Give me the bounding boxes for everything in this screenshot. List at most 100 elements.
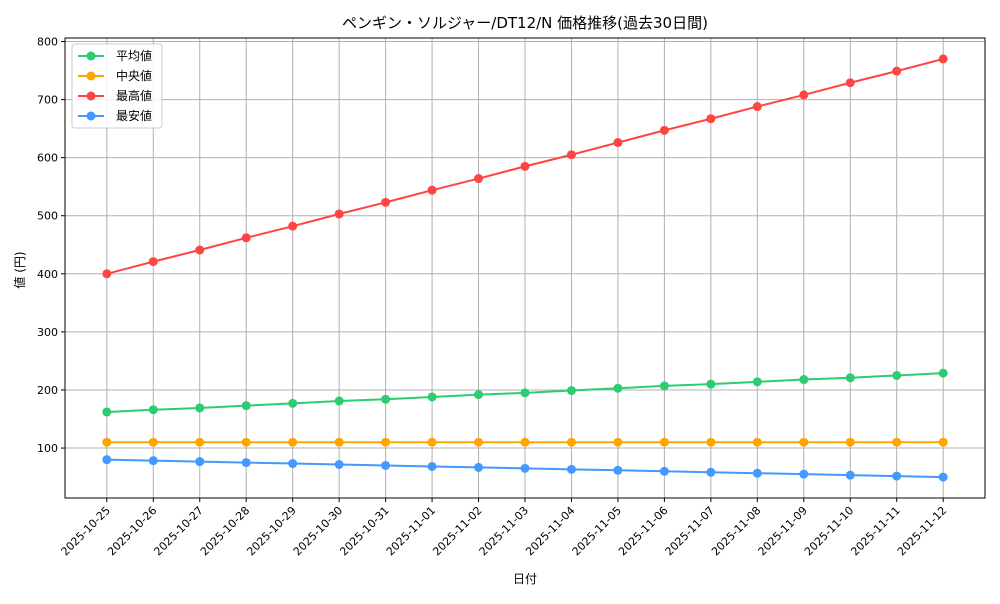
data-point [938, 472, 948, 482]
data-point [474, 437, 484, 447]
data-point [566, 437, 576, 447]
data-point [474, 174, 484, 184]
data-point [241, 437, 251, 447]
data-point [613, 383, 623, 393]
data-point [566, 150, 576, 160]
data-point [613, 138, 623, 148]
data-point [520, 463, 530, 473]
x-tick-label: 2025-11-12 [895, 504, 949, 558]
y-tick-label: 500 [37, 210, 58, 223]
legend-marker [86, 51, 96, 61]
data-point [613, 465, 623, 475]
legend-marker [86, 71, 96, 81]
data-point [288, 398, 298, 408]
data-point [799, 437, 809, 447]
data-point [102, 407, 112, 417]
y-axis-label: 値 (円) [12, 251, 27, 288]
data-point [752, 102, 762, 112]
data-point [427, 461, 437, 471]
data-point [659, 125, 669, 135]
data-point [241, 458, 251, 468]
data-point [381, 460, 391, 470]
data-point [892, 66, 902, 76]
data-point [427, 437, 437, 447]
data-point [148, 405, 158, 415]
data-point [427, 185, 437, 195]
y-tick-label: 300 [37, 326, 58, 339]
data-point [752, 377, 762, 387]
y-tick-label: 700 [37, 94, 58, 107]
data-point [706, 114, 716, 124]
data-point [288, 459, 298, 469]
data-point [334, 396, 344, 406]
legend-box [71, 43, 163, 129]
data-point [148, 437, 158, 447]
y-tick-label: 800 [37, 35, 58, 48]
chart-title: ペンギン・ソルジャー/DT12/N 価格推移(過去30日間) [342, 14, 708, 32]
y-tick-label: 200 [37, 384, 58, 397]
data-point [334, 459, 344, 469]
grid [65, 38, 985, 498]
data-point [845, 373, 855, 383]
data-point [892, 437, 902, 447]
x-axis-label: 日付 [513, 572, 537, 586]
y-tick-label: 600 [37, 152, 58, 165]
data-point [474, 462, 484, 472]
data-point [845, 78, 855, 88]
data-point [520, 388, 530, 398]
data-point [845, 470, 855, 480]
data-point [659, 437, 669, 447]
data-point [892, 471, 902, 481]
data-point [148, 456, 158, 466]
y-tick-label: 400 [37, 268, 58, 281]
data-point [195, 245, 205, 255]
data-point [566, 386, 576, 396]
data-point [288, 437, 298, 447]
ticks: 2025-10-252025-10-262025-10-272025-10-28… [37, 35, 949, 558]
data-point [334, 209, 344, 219]
data-point [334, 437, 344, 447]
legend-label: 最安値 [116, 108, 152, 123]
data-point [195, 403, 205, 413]
data-point [566, 464, 576, 474]
legend-label: 平均値 [116, 48, 152, 63]
data-point [381, 197, 391, 207]
data-point [892, 370, 902, 380]
data-point [659, 466, 669, 476]
data-point [520, 161, 530, 171]
data-point [195, 437, 205, 447]
data-point [938, 437, 948, 447]
data-point [845, 437, 855, 447]
data-point [706, 467, 716, 477]
data-point [381, 394, 391, 404]
data-point [706, 437, 716, 447]
data-point [752, 468, 762, 478]
data-point [613, 437, 623, 447]
data-point [520, 437, 530, 447]
data-point [799, 90, 809, 100]
data-point [938, 368, 948, 378]
data-point [195, 457, 205, 467]
data-point [102, 437, 112, 447]
data-point [474, 390, 484, 400]
data-point [102, 269, 112, 279]
data-point [752, 437, 762, 447]
legend-label: 中央値 [116, 68, 152, 83]
data-point [799, 469, 809, 479]
data-point [241, 233, 251, 243]
data-point [381, 437, 391, 447]
legend-marker [86, 91, 96, 101]
data-point [799, 375, 809, 385]
data-point [706, 379, 716, 389]
legend-label: 最高値 [116, 88, 152, 103]
data-point [288, 221, 298, 231]
data-point [427, 392, 437, 402]
data-point [148, 257, 158, 267]
data-point [938, 54, 948, 64]
data-point [241, 401, 251, 411]
data-point [659, 381, 669, 391]
legend-marker [86, 111, 96, 121]
y-tick-label: 100 [37, 442, 58, 455]
